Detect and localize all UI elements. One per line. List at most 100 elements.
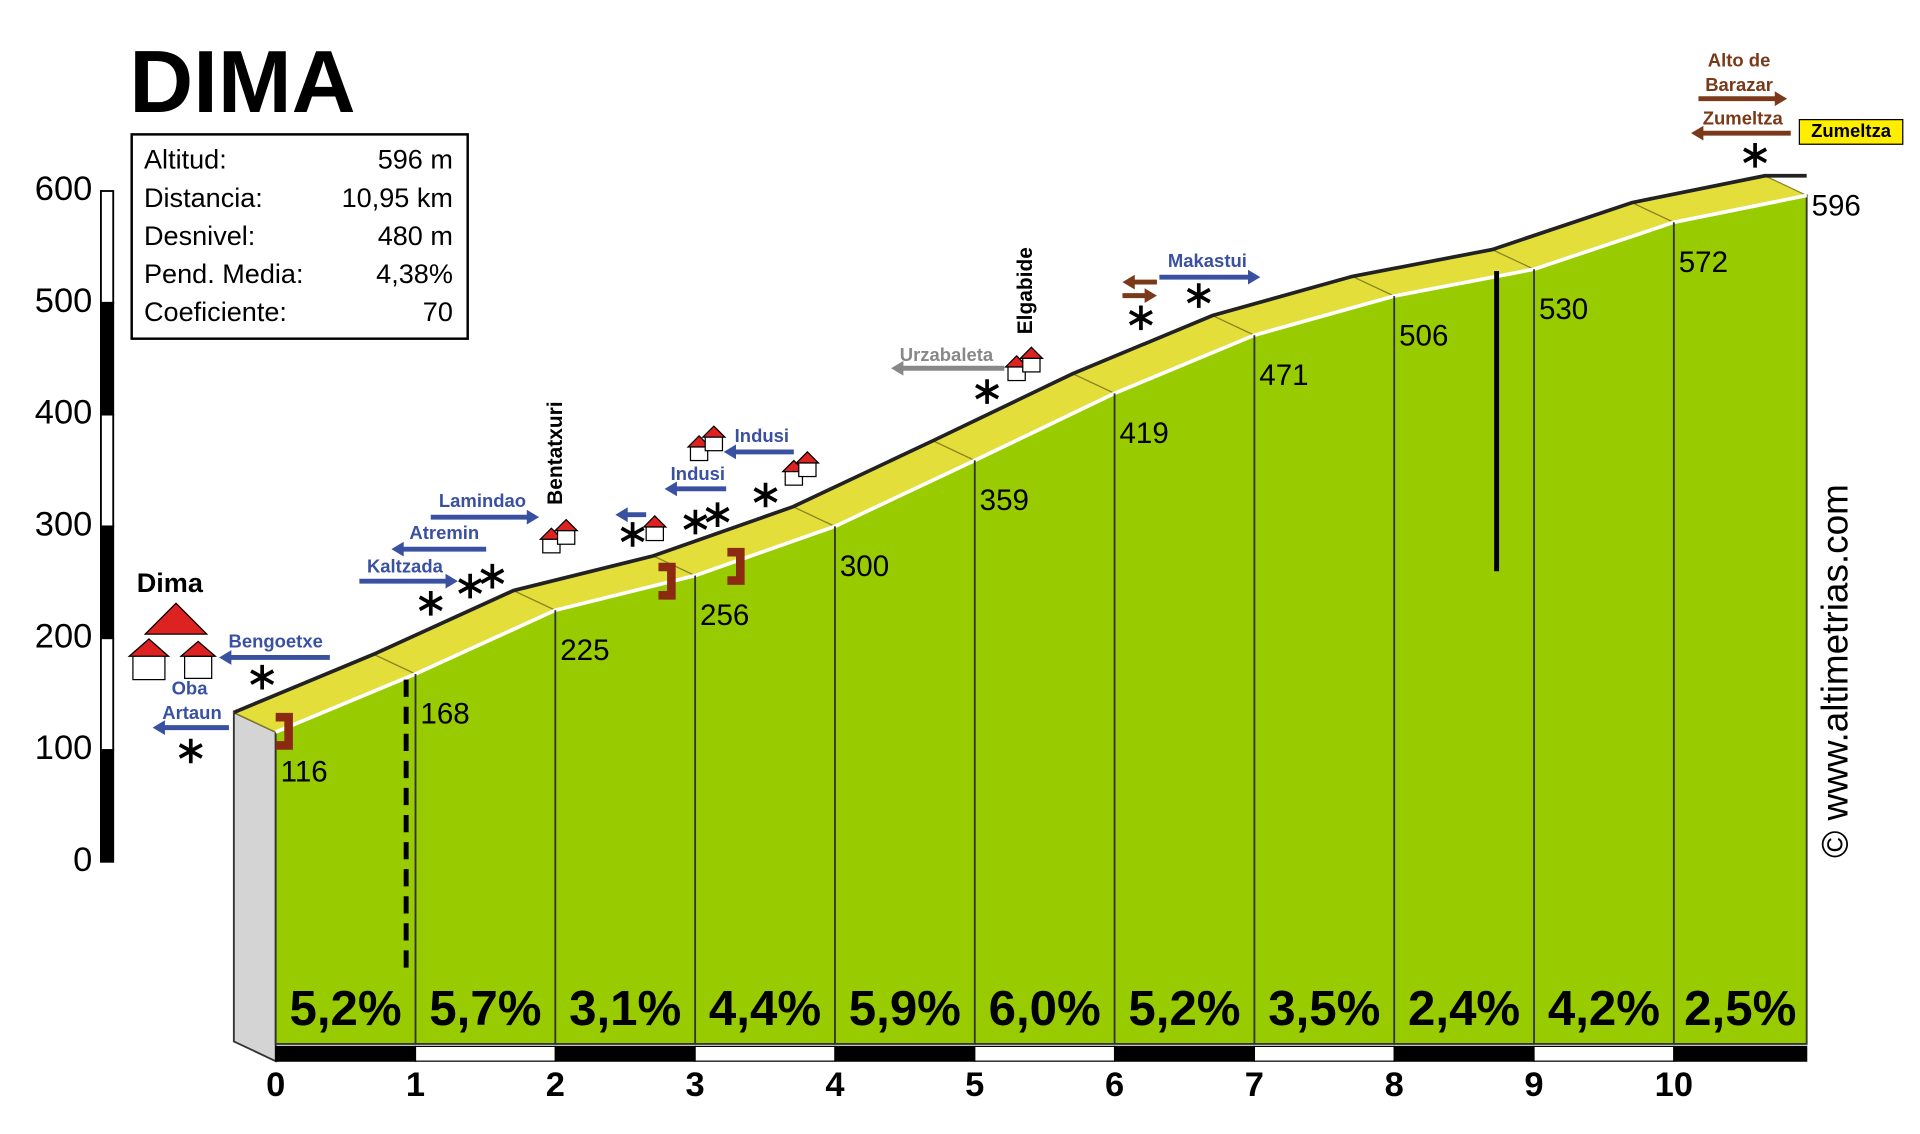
gradient-label: 5,2%	[290, 981, 402, 1036]
asterisk-icon	[975, 379, 1000, 404]
house-body	[1007, 366, 1026, 382]
house-body	[798, 462, 817, 478]
annotation: Bentatxuri	[544, 401, 567, 504]
arrow-head	[1122, 274, 1135, 290]
annotation: Indusi	[671, 463, 725, 484]
x-tick-label: 5	[965, 1066, 984, 1104]
house-body	[645, 526, 665, 542]
label-box	[1798, 119, 1904, 145]
altitude-label: 530	[1539, 293, 1588, 326]
house-roof	[642, 515, 668, 528]
house-roof	[127, 638, 171, 657]
annotation: Dima	[137, 567, 204, 598]
house-roof	[553, 518, 579, 532]
annotation: Barazar	[1705, 74, 1773, 95]
km-bar	[974, 1045, 1116, 1062]
annotation: Artaun	[162, 702, 221, 723]
altitude-label: 256	[700, 599, 749, 632]
house-roof	[143, 602, 209, 635]
info-label: Desnivel:	[144, 220, 255, 251]
asterisk-icon	[480, 563, 505, 589]
annotation: © www.altimetrias.com	[1814, 484, 1855, 858]
altitude-label: 359	[980, 484, 1029, 517]
info-value: 480 m	[378, 220, 453, 251]
arrow-head	[152, 720, 165, 735]
x-tick-label: 0	[266, 1066, 285, 1104]
arrow-head	[219, 650, 232, 665]
asterisk-icon	[753, 482, 778, 508]
annotation: Kaltzada	[367, 555, 444, 576]
annotation: Oba	[172, 677, 209, 698]
x-tick-label: 9	[1524, 1066, 1543, 1104]
altitude-label: 419	[1120, 417, 1169, 450]
km-bar	[1673, 1045, 1808, 1062]
altitude-label: 596	[1812, 190, 1861, 223]
x-tick-label: 6	[1105, 1066, 1124, 1104]
altitude-label: 168	[420, 698, 469, 731]
back-edge	[233, 173, 1807, 715]
info-box	[130, 133, 469, 340]
gradient-label: 4,2%	[1548, 981, 1660, 1036]
km-bar	[1113, 1045, 1256, 1062]
info-value: 4,38%	[376, 258, 453, 289]
y-tick-label: 200	[35, 617, 92, 655]
km-bar	[1393, 1045, 1535, 1062]
bridge-icon	[658, 562, 676, 600]
info-value: 70	[423, 296, 453, 327]
altitude-label: 116	[281, 756, 328, 789]
gradient-label: 2,5%	[1684, 981, 1796, 1036]
x-tick-label: 2	[546, 1066, 565, 1104]
annotation: Alto de	[1708, 50, 1771, 71]
asterisk-icon	[1186, 283, 1211, 308]
y-tick-label: 100	[35, 729, 92, 767]
km-bar	[1533, 1045, 1675, 1062]
info-label: Pend. Media:	[144, 258, 303, 289]
asterisk-icon	[1128, 305, 1153, 331]
arrow-head	[445, 573, 458, 589]
gradient-label: 3,1%	[569, 981, 681, 1036]
profile-line	[274, 193, 1808, 734]
y-axis-segment	[100, 749, 115, 863]
arrow-head	[891, 360, 904, 376]
annotation: Elgabide	[1014, 247, 1037, 334]
y-axis-segment	[100, 637, 115, 751]
annotation: Urzabaleta	[900, 344, 994, 365]
x-tick-label: 7	[1245, 1066, 1264, 1104]
house-body	[556, 530, 576, 545]
info-label: Altitud:	[144, 144, 227, 175]
house-body	[542, 538, 561, 554]
arrow-head	[526, 509, 540, 525]
altitude-label: 572	[1679, 246, 1728, 279]
asterisk-icon	[458, 573, 483, 599]
arrow-head	[615, 507, 628, 523]
x-tick-label: 10	[1655, 1066, 1693, 1104]
km-bar	[414, 1045, 556, 1062]
annotation: Atremin	[409, 522, 479, 543]
y-axis-segment	[100, 301, 115, 416]
altitude-label: 506	[1399, 320, 1448, 353]
house-body	[132, 654, 166, 681]
km-bar	[554, 1045, 696, 1062]
gradient-label: 2,4%	[1408, 981, 1520, 1036]
y-tick-label: 300	[35, 505, 92, 543]
altitude-label: 300	[840, 550, 889, 583]
asterisk-icon	[1743, 143, 1768, 168]
arrow-head	[1144, 288, 1157, 303]
asterisk-icon	[620, 522, 645, 547]
x-tick-label: 8	[1385, 1066, 1404, 1104]
arrow-head	[1248, 269, 1261, 285]
chart-title: DIMA	[129, 32, 355, 131]
annotation: Zumeltza	[1811, 120, 1892, 141]
house-roof	[701, 425, 727, 438]
house-roof	[794, 451, 820, 464]
arrow-head	[664, 481, 677, 497]
asterisk-icon	[250, 664, 275, 690]
arrow-head	[723, 444, 736, 460]
annotation: Zumeltza	[1703, 107, 1784, 128]
gradient-label: 3,5%	[1268, 981, 1380, 1036]
profile-side	[232, 710, 277, 1063]
annotation: Indusi	[735, 425, 789, 446]
y-tick-label: 0	[73, 841, 92, 879]
asterisk-icon	[418, 591, 443, 616]
arrow-head	[391, 541, 404, 557]
